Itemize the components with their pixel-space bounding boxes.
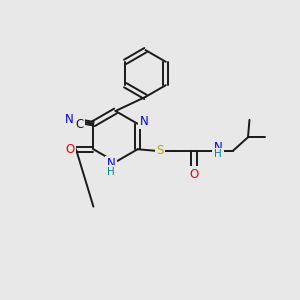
Text: N: N: [106, 157, 116, 170]
Text: N: N: [65, 113, 74, 126]
Text: S: S: [157, 144, 164, 157]
Text: C: C: [76, 118, 84, 131]
Text: H: H: [107, 167, 115, 177]
Text: H: H: [214, 149, 222, 159]
Text: O: O: [189, 168, 199, 181]
Text: O: O: [65, 143, 75, 156]
Text: N: N: [140, 115, 148, 128]
Text: N: N: [214, 141, 222, 154]
